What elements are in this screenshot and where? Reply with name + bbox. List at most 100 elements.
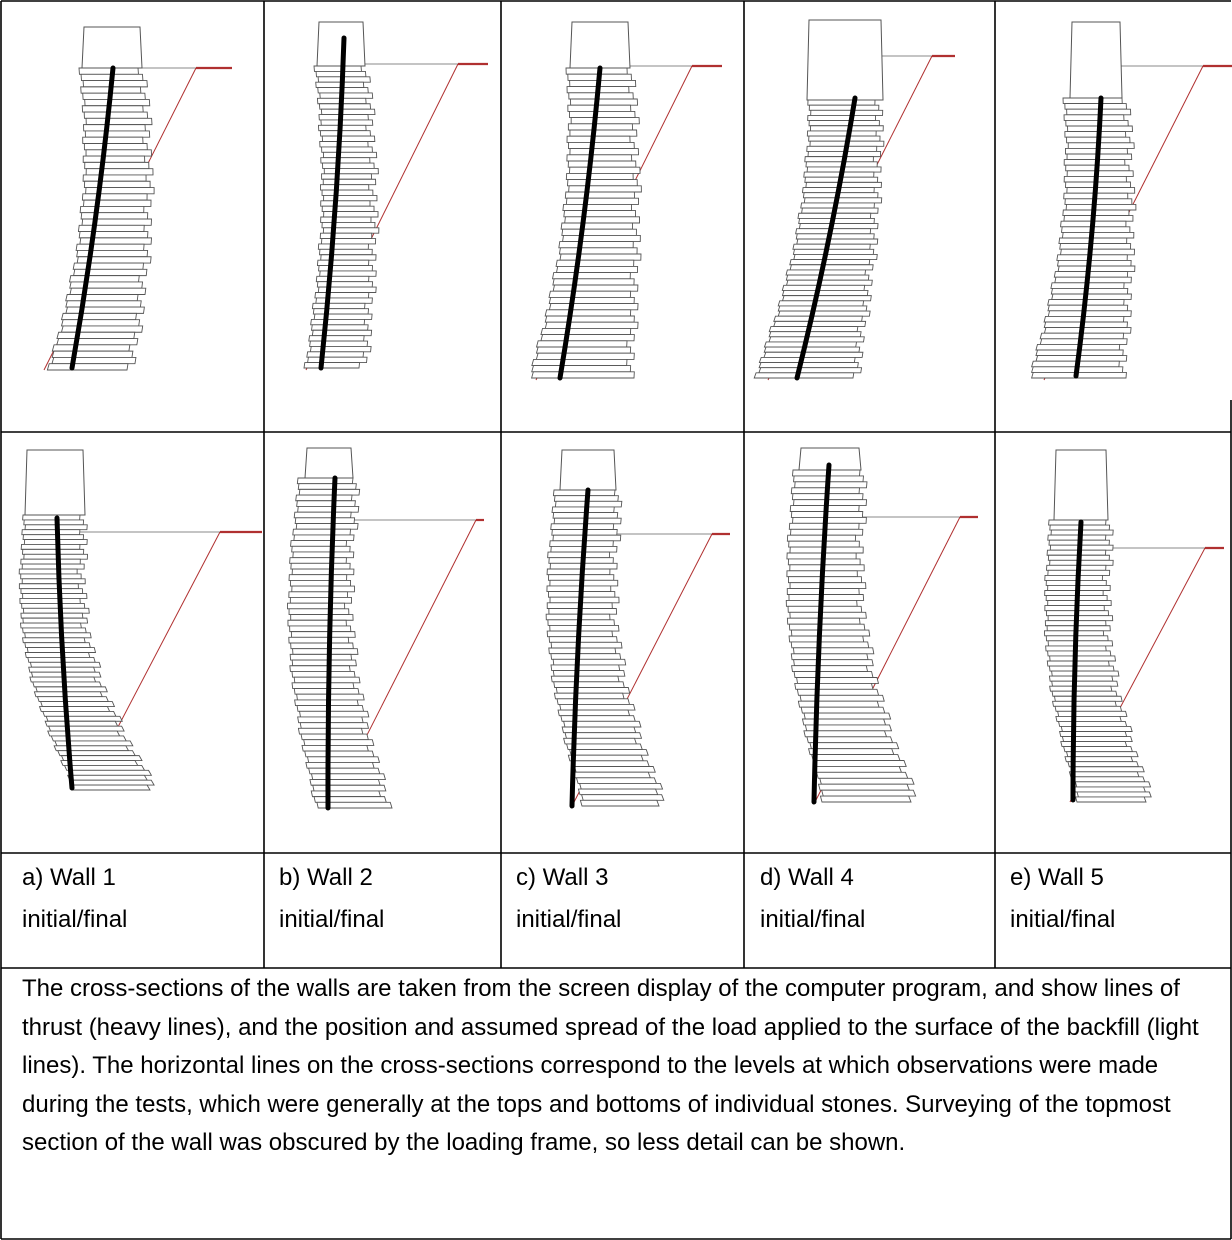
stone-course	[560, 222, 633, 230]
stone-course	[1064, 131, 1127, 138]
stone-course	[1046, 549, 1107, 556]
stone-course	[42, 710, 117, 717]
stone-course	[1047, 650, 1112, 657]
stone-course	[69, 281, 144, 289]
stone-course	[35, 686, 108, 693]
stone-course	[308, 767, 381, 775]
stone-course	[763, 341, 858, 348]
line-of-thrust	[1070, 519, 1084, 803]
stone-course	[310, 319, 366, 326]
stone-course	[70, 784, 151, 791]
wall-section-4	[753, 19, 955, 381]
stone-course	[291, 545, 351, 553]
stone-course	[320, 157, 371, 164]
stone-course	[289, 557, 347, 564]
stone-course	[575, 777, 658, 784]
stone-course	[565, 172, 634, 181]
panel-state-wall-5: initial/final	[1010, 906, 1116, 933]
stone-course	[321, 135, 376, 142]
stone-course	[549, 624, 620, 632]
panel-label-wall-5: e) Wall 5	[1010, 864, 1104, 891]
stone-course	[559, 703, 636, 711]
stone-course	[81, 105, 144, 113]
line-of-thrust	[318, 35, 347, 371]
stone-course	[309, 345, 372, 353]
stone-course	[547, 551, 611, 559]
panel-state-wall-2: initial/final	[279, 906, 385, 933]
stone-course	[566, 154, 633, 162]
stone-course	[288, 636, 350, 644]
stone-course	[290, 642, 354, 650]
stone-course	[558, 241, 634, 249]
stone-course	[1060, 741, 1128, 748]
stone-course	[1066, 170, 1134, 177]
stone-course	[773, 315, 863, 322]
stone-course	[564, 732, 643, 739]
stone-course	[802, 192, 879, 199]
stone-course	[806, 145, 878, 152]
stone-course	[70, 779, 155, 786]
stone-course	[293, 511, 352, 519]
stone-course	[809, 742, 900, 750]
stone-course	[53, 745, 130, 752]
stone-course	[1061, 231, 1135, 239]
stone-course	[788, 594, 865, 601]
stone-course	[1057, 720, 1128, 727]
stone-course	[550, 664, 621, 672]
stone-course	[789, 582, 867, 590]
stone-course	[18, 583, 79, 590]
stone-course	[794, 682, 874, 690]
stone-course	[322, 162, 375, 169]
stone-course	[786, 617, 861, 625]
stone-course	[781, 284, 866, 291]
wall-section-5	[1031, 21, 1232, 381]
stone-course	[563, 210, 636, 218]
stone-course	[570, 98, 639, 106]
stone-course	[60, 755, 143, 761]
stone-course	[791, 665, 869, 673]
wall-section-3	[531, 21, 722, 381]
stone-course	[313, 796, 387, 803]
stone-course	[758, 356, 856, 364]
stone-course	[22, 607, 90, 614]
stone-course	[1065, 203, 1137, 211]
stone-course	[569, 129, 638, 137]
stone-course	[819, 777, 915, 785]
stone-course	[552, 284, 639, 292]
stone-course	[551, 272, 631, 280]
stone-course	[804, 156, 874, 163]
stone-course	[787, 605, 863, 613]
stone-course	[535, 340, 628, 348]
stone-course	[323, 211, 379, 218]
stone-course	[785, 274, 870, 281]
stone-course	[1048, 519, 1107, 526]
stone-course	[768, 326, 859, 333]
stone-course	[24, 632, 92, 639]
stone-course	[1051, 680, 1119, 687]
stone-course	[309, 340, 369, 347]
stone-course	[546, 568, 611, 576]
stone-course	[1073, 786, 1146, 793]
stone-course	[72, 262, 145, 270]
panel-state-wall-4: initial/final	[760, 906, 866, 933]
stone-course	[565, 67, 628, 75]
stone-course	[323, 194, 378, 202]
stone-course	[1043, 327, 1132, 334]
stone-course	[544, 315, 635, 323]
stone-course	[804, 724, 893, 732]
stone-course	[560, 715, 636, 722]
stone-course	[788, 635, 865, 643]
stone-course	[76, 250, 149, 258]
stone-course	[1055, 715, 1122, 722]
stone-course	[798, 223, 879, 230]
stone-course	[51, 344, 131, 352]
stone-course	[303, 362, 361, 369]
stone-course	[555, 687, 631, 694]
stone-course	[1050, 287, 1129, 295]
stone-course	[296, 500, 356, 507]
stone-course	[809, 125, 884, 132]
stone-course	[1053, 271, 1129, 278]
stone-course	[22, 548, 85, 555]
stone-course	[287, 602, 346, 610]
panel-label-wall-1: a) Wall 1	[22, 864, 116, 891]
